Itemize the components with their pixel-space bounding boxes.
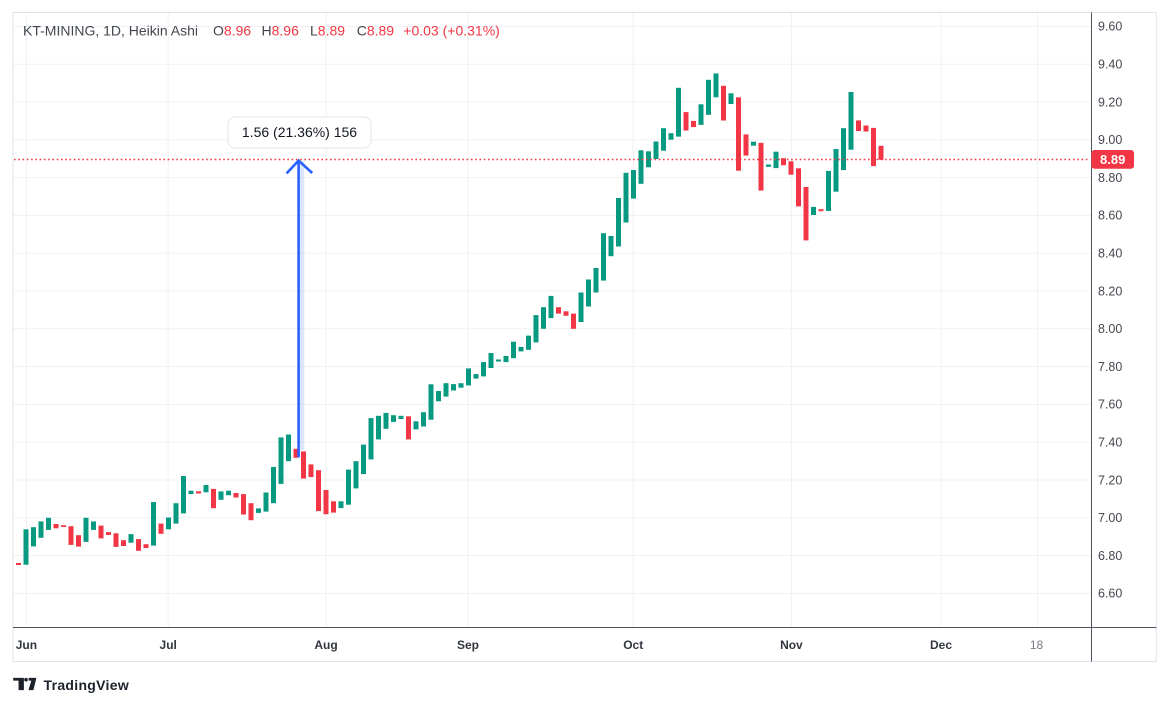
svg-text:9.20: 9.20	[1098, 95, 1122, 109]
svg-text:18: 18	[1030, 638, 1044, 652]
svg-text:Nov: Nov	[780, 638, 803, 652]
svg-text:H8.96: H8.96	[262, 23, 300, 39]
svg-text:6.60: 6.60	[1098, 587, 1122, 601]
svg-text:Sep: Sep	[457, 638, 479, 652]
svg-text:8.00: 8.00	[1098, 322, 1122, 336]
svg-text:+0.03 (+0.31%): +0.03 (+0.31%)	[403, 23, 500, 39]
svg-text:KT-MINING, 1D, Heikin Ashi: KT-MINING, 1D, Heikin Ashi	[23, 23, 198, 39]
svg-text:Dec: Dec	[930, 638, 952, 652]
svg-text:8.89: 8.89	[1100, 152, 1125, 167]
svg-text:9.60: 9.60	[1098, 20, 1122, 34]
svg-text:Jul: Jul	[160, 638, 177, 652]
svg-text:1.56 (21.36%) 156: 1.56 (21.36%) 156	[242, 124, 357, 140]
svg-text:8.80: 8.80	[1098, 171, 1122, 185]
svg-text:7.80: 7.80	[1098, 360, 1122, 374]
svg-text:TradingView: TradingView	[44, 677, 130, 693]
svg-text:9.00: 9.00	[1098, 133, 1122, 147]
svg-text:7.00: 7.00	[1098, 511, 1122, 525]
svg-text:8.60: 8.60	[1098, 209, 1122, 223]
svg-text:7.40: 7.40	[1098, 436, 1122, 450]
svg-text:L8.89: L8.89	[310, 23, 345, 39]
svg-text:8.20: 8.20	[1098, 284, 1122, 298]
svg-text:7.60: 7.60	[1098, 398, 1122, 412]
svg-text:Aug: Aug	[314, 638, 337, 652]
svg-text:8.40: 8.40	[1098, 247, 1122, 261]
svg-text:9.40: 9.40	[1098, 58, 1122, 72]
svg-text:6.80: 6.80	[1098, 549, 1122, 563]
svg-text:C8.89: C8.89	[357, 23, 395, 39]
svg-text:Oct: Oct	[623, 638, 643, 652]
svg-text:7.20: 7.20	[1098, 473, 1122, 487]
svg-text:O8.96: O8.96	[213, 23, 251, 39]
svg-text:Jun: Jun	[16, 638, 37, 652]
